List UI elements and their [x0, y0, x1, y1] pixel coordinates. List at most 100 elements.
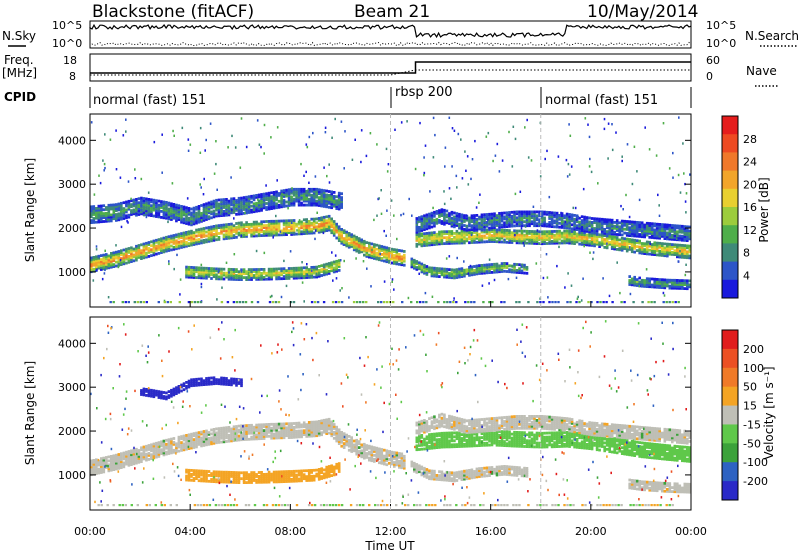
power-cell	[257, 224, 261, 228]
power-cell	[320, 198, 323, 202]
power-cell	[653, 245, 656, 249]
velocity-cell	[110, 456, 113, 460]
power-noise-cell	[187, 149, 190, 152]
power-cell	[307, 201, 311, 205]
power-cell	[550, 215, 554, 219]
power-cell	[428, 224, 431, 228]
power-cell	[95, 261, 98, 265]
power-cell	[212, 209, 216, 213]
power-cell	[650, 245, 654, 248]
power-cell	[423, 228, 426, 231]
power-cell	[595, 223, 599, 227]
power-cell	[600, 233, 604, 237]
power-cell	[172, 203, 176, 206]
power-cell	[100, 212, 103, 216]
power-cell	[628, 240, 631, 243]
power-cell	[425, 221, 429, 225]
power-cell	[633, 240, 636, 244]
power-cell	[503, 215, 506, 219]
power-cell	[90, 213, 93, 217]
power-cell	[668, 235, 672, 239]
power-cell	[630, 226, 634, 230]
power-cell	[210, 269, 213, 272]
power-cell	[553, 211, 556, 215]
noise-search-trace	[89, 41, 692, 47]
power-ground-cell	[452, 301, 455, 304]
power-cell	[648, 230, 651, 233]
velocity-cell	[90, 461, 93, 465]
power-cell	[663, 280, 667, 284]
power-cell	[202, 268, 206, 272]
power-cell	[480, 221, 484, 225]
power-noise-cell	[119, 259, 122, 262]
power-cell	[548, 232, 551, 235]
power-cell	[317, 272, 321, 276]
power-cell	[500, 240, 504, 244]
power-cell	[187, 232, 191, 236]
power-cell	[540, 238, 544, 242]
power-cell	[465, 237, 469, 241]
power-cell	[630, 228, 634, 232]
velocity-cell	[100, 461, 103, 464]
power-cell	[398, 249, 401, 252]
power-cell	[500, 213, 504, 217]
power-cell	[433, 218, 436, 222]
power-cell	[628, 279, 631, 282]
power-noise-cell	[444, 165, 446, 168]
power-cell	[325, 264, 328, 268]
power-cell	[666, 278, 669, 282]
velocity-cell	[210, 438, 213, 442]
power-cell	[152, 241, 156, 245]
power-cell	[172, 236, 176, 239]
power-noise-cell	[290, 195, 293, 198]
power-cell	[220, 223, 223, 227]
power-cell	[433, 235, 436, 238]
velocity-cell	[145, 452, 148, 456]
power-cell	[267, 199, 271, 203]
power-cell	[190, 207, 193, 211]
power-noise-cell	[547, 296, 549, 299]
power-cell	[500, 217, 504, 221]
velocity-cell	[250, 431, 253, 435]
velocity-cell	[210, 442, 213, 446]
colorbar-segment	[722, 116, 738, 135]
power-noise-cell	[448, 187, 451, 190]
power-cell	[635, 234, 639, 238]
power-cell	[212, 225, 216, 228]
power-cell	[152, 243, 156, 247]
power-cell	[160, 247, 163, 251]
power-cell	[435, 273, 439, 276]
power-cell	[225, 211, 228, 215]
power-cell	[468, 269, 471, 273]
power-cell	[585, 220, 589, 223]
power-noise-cell	[103, 169, 105, 172]
power-cell	[630, 232, 634, 236]
power-cell	[425, 265, 429, 268]
power-cell	[207, 236, 211, 239]
power-cell	[327, 214, 331, 218]
velocity-cell	[115, 457, 118, 461]
power-cell	[267, 222, 271, 225]
power-cell	[518, 233, 521, 237]
power-cell	[280, 273, 283, 277]
power-cell	[265, 194, 268, 197]
power-noise-cell	[626, 143, 629, 146]
power-cell	[478, 215, 481, 219]
power-cell	[222, 273, 226, 277]
power-cell	[205, 204, 208, 208]
power-cell	[653, 230, 656, 234]
power-cell	[533, 242, 536, 245]
power-cell	[217, 214, 221, 218]
power-cell	[578, 226, 581, 230]
velocity-cell	[185, 441, 188, 445]
power-cell	[305, 276, 308, 279]
power-cell	[205, 226, 208, 230]
power-cell	[470, 231, 474, 235]
velocity-cell	[250, 423, 253, 427]
power-cell	[242, 235, 246, 238]
power-cell	[490, 218, 494, 222]
power-cell	[322, 191, 326, 194]
power-cell	[430, 237, 434, 241]
power-cell	[435, 210, 439, 213]
power-cell	[555, 219, 559, 223]
